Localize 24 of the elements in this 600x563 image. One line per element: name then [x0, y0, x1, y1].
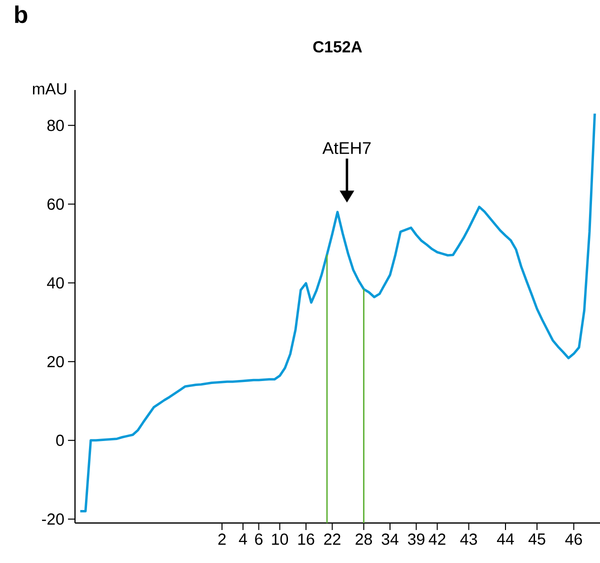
- y-tick-label: 80: [47, 120, 64, 132]
- annotation: AtEH7: [322, 142, 371, 154]
- x-tick-label: 4: [238, 534, 247, 545]
- x-tick-label: 28: [356, 534, 372, 545]
- x-tick-label: 2: [218, 534, 226, 545]
- x-tick-label: 44: [496, 534, 514, 545]
- y-tick-label: 60: [47, 198, 64, 210]
- x-tick-label: 10: [272, 534, 288, 545]
- y-tick-label: 0: [56, 434, 64, 446]
- y-tick-label: -20: [42, 513, 64, 525]
- x-tick-label: 39: [408, 534, 424, 545]
- y-tick-label: 40: [47, 277, 64, 289]
- x-tick-label: 43: [460, 534, 477, 545]
- chart-title: C152A: [313, 41, 362, 52]
- x-tick-label: 16: [298, 534, 314, 545]
- x-tick-label: 6: [255, 534, 262, 545]
- x-tick-label: 34: [382, 534, 398, 545]
- x-tick-label: 45: [528, 534, 546, 545]
- x-tick-label: 46: [565, 534, 582, 545]
- text: b: [15, 6, 28, 24]
- x-tick-label: 22: [324, 534, 340, 545]
- y-axis-title: mAU: [32, 83, 66, 94]
- y-tick-label: 20: [47, 356, 64, 368]
- x-tick-label: 42: [428, 534, 446, 545]
